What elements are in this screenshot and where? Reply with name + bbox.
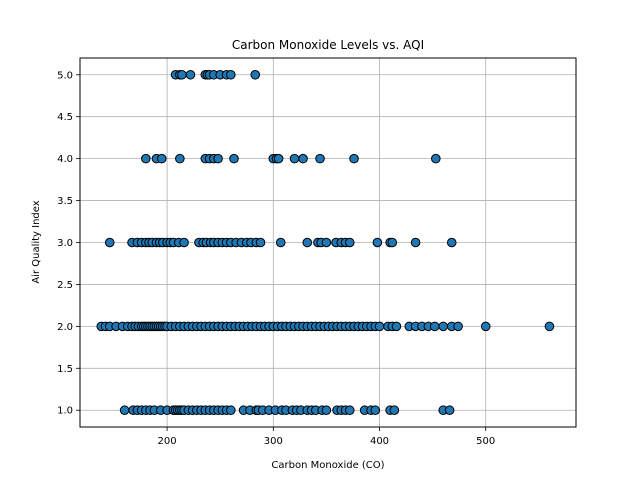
- data-point: [273, 153, 284, 164]
- x-axis-title: Carbon Monoxide (CO): [271, 460, 384, 471]
- data-point: [349, 153, 359, 164]
- y-tick-label: 4.5: [57, 112, 73, 123]
- y-tick-label: 5.0: [57, 70, 73, 81]
- y-tick-label: 3.0: [57, 238, 73, 249]
- data-point: [175, 153, 185, 164]
- data-point: [302, 237, 313, 248]
- data-point: [410, 237, 421, 248]
- data-point: [185, 69, 196, 80]
- data-point: [321, 237, 332, 248]
- data-point: [315, 153, 325, 164]
- data-point: [226, 405, 236, 416]
- data-point: [370, 405, 381, 416]
- data-point: [179, 237, 189, 248]
- data-point: [438, 321, 449, 332]
- x-tick-label: 300: [264, 436, 283, 447]
- x-tick-label: 400: [370, 436, 389, 447]
- data-points: [96, 69, 555, 416]
- data-point: [229, 153, 239, 164]
- data-point: [391, 321, 402, 332]
- data-point: [480, 321, 491, 332]
- y-tick-label: 1.0: [57, 406, 73, 417]
- chart-title: Carbon Monoxide Levels vs. AQI: [232, 38, 424, 52]
- data-point: [298, 153, 308, 164]
- data-point: [141, 153, 151, 164]
- data-point: [213, 153, 223, 164]
- x-axis-ticks: 200 300 400 500: [158, 427, 495, 447]
- data-point: [119, 405, 130, 416]
- data-point: [446, 237, 457, 248]
- data-point: [289, 153, 300, 164]
- data-point: [177, 69, 187, 80]
- data-point: [344, 405, 355, 416]
- data-point: [344, 237, 355, 248]
- data-point: [372, 237, 383, 248]
- data-point: [389, 405, 400, 416]
- data-point: [250, 69, 261, 80]
- y-tick-label: 3.5: [57, 196, 73, 207]
- x-tick-label: 200: [158, 436, 177, 447]
- data-point: [387, 237, 398, 248]
- y-tick-label: 2.0: [57, 322, 73, 333]
- x-tick-label: 500: [476, 436, 495, 447]
- data-point: [156, 153, 167, 164]
- data-point: [453, 321, 463, 332]
- data-point: [544, 321, 555, 332]
- data-point: [374, 321, 385, 332]
- data-point: [226, 69, 236, 80]
- y-tick-label: 4.0: [57, 154, 73, 165]
- data-point: [429, 321, 440, 332]
- y-tick-label: 2.5: [57, 280, 73, 291]
- data-point: [321, 405, 332, 416]
- data-point: [431, 153, 441, 164]
- y-axis-ticks: 1.0 1.5 2.0 2.5 3.0 3.5 4.0 4.5 5.0: [57, 70, 80, 417]
- data-point: [444, 405, 455, 416]
- y-axis-title: Air Quality Index: [31, 200, 42, 283]
- data-point: [104, 237, 115, 248]
- y-tick-label: 1.5: [57, 364, 73, 375]
- data-point: [255, 237, 266, 248]
- data-point: [275, 237, 286, 248]
